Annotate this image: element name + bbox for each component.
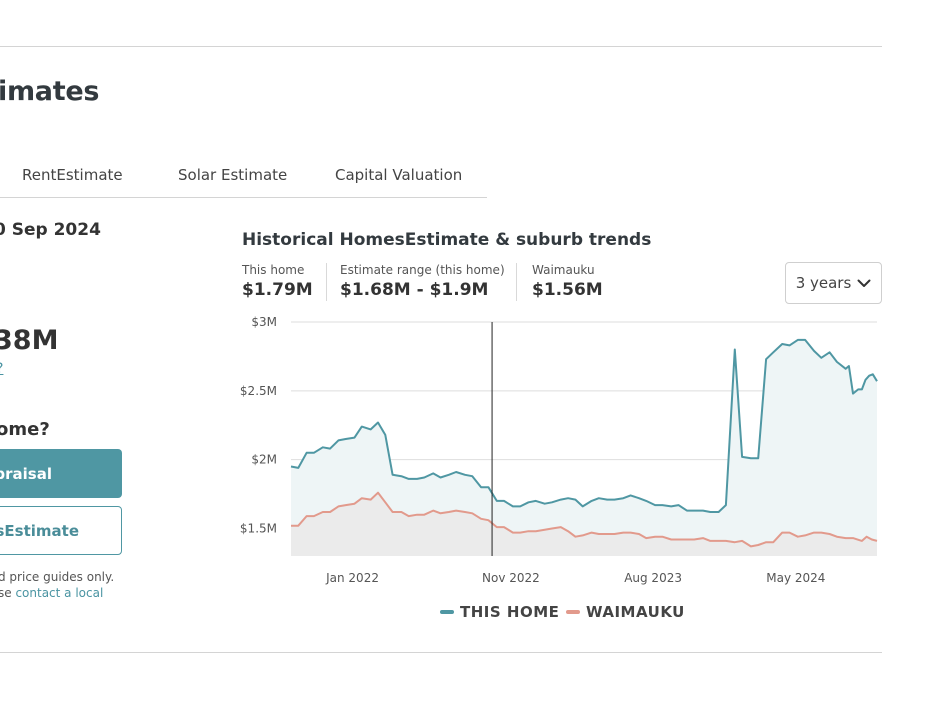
legend-this-home: THIS HOME — [440, 603, 559, 621]
y-tick-label: $1.5M — [240, 521, 277, 535]
stat-label: Waimauku — [532, 263, 595, 277]
top-divider — [0, 46, 882, 47]
x-tick-label: May 2024 — [766, 571, 825, 585]
chevron-down-icon — [857, 279, 871, 287]
series-area-suburb — [291, 492, 877, 556]
time-range-select[interactable]: 3 years — [785, 262, 882, 304]
tab-rent-estimate[interactable]: RentEstimate — [22, 166, 123, 184]
stat-suburb: Waimauku $1.56M — [532, 263, 603, 300]
disclaimer-prefix: se — [0, 586, 12, 600]
homesestimate-button[interactable]: esEstimate — [0, 506, 122, 555]
stat-estimate-range: Estimate range (this home) $1.68M - $1.9… — [340, 263, 505, 300]
stat-value: $1.79M — [242, 280, 313, 300]
y-tick-label: $2M — [251, 453, 277, 467]
legend-label: WAIMAUKU — [586, 603, 685, 621]
estimate-value: 38M — [0, 325, 59, 356]
legend-suburb: WAIMAUKU — [566, 603, 685, 621]
own-home-question: ome? — [0, 419, 50, 440]
legend-swatch-suburb — [566, 610, 580, 614]
tabs-underline — [0, 197, 487, 198]
tab-solar-estimate[interactable]: Solar Estimate — [178, 166, 288, 184]
stat-label: This home — [242, 263, 305, 277]
series-line-this-home — [290, 338, 878, 513]
price-history-chart: $1.5M $2M $2.5M $3M Jan 2022 Nov 2022 Aug 2023… — [240, 315, 878, 585]
estimate-date: 0 Sep 2024 — [0, 220, 101, 240]
stat-label: Estimate range (this home) — [340, 263, 505, 277]
stat-value: $1.68M - $1.9M — [340, 280, 489, 300]
tab-capital-valuation[interactable]: Capital Valuation — [335, 166, 463, 184]
chart-title: Historical HomesEstimate & suburb trends — [242, 230, 652, 250]
estimate-info-link[interactable]: ? — [0, 361, 3, 377]
x-tick-label: Aug 2023 — [624, 571, 682, 585]
y-tick-label: $2.5M — [240, 384, 277, 398]
legend-swatch-this-home — [440, 610, 454, 614]
contact-agent-link[interactable]: contact a local — [15, 586, 104, 600]
disclaimer-line-2: se contact a local — [0, 586, 103, 600]
request-appraisal-button[interactable]: praisal — [0, 449, 122, 498]
series-area-this-home — [291, 339, 877, 556]
stat-this-home: This home $1.79M — [242, 263, 313, 300]
series-line-suburb — [291, 491, 878, 548]
stat-divider — [326, 263, 327, 301]
x-tick-label: Jan 2022 — [325, 571, 379, 585]
page-title: imates — [0, 76, 100, 107]
time-range-value: 3 years — [795, 274, 852, 292]
stat-value: $1.56M — [532, 280, 603, 300]
disclaimer-line-1: d price guides only. — [0, 570, 115, 584]
x-tick-label: Nov 2022 — [482, 571, 540, 585]
legend-label: THIS HOME — [460, 603, 560, 621]
y-tick-label: $3M — [251, 315, 277, 329]
stat-divider — [516, 263, 517, 301]
bottom-divider — [0, 652, 882, 653]
